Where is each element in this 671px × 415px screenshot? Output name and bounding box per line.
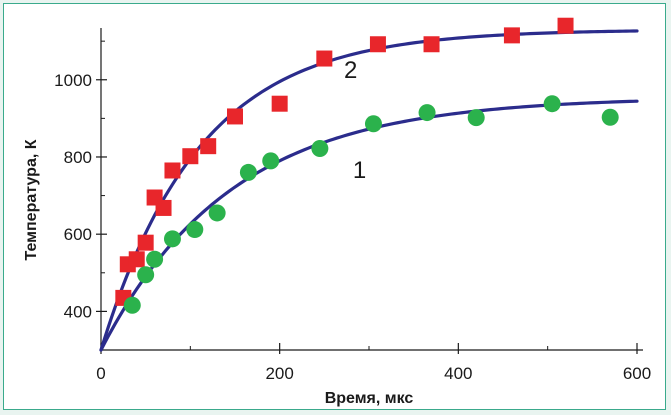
data-point-circle	[186, 221, 204, 239]
data-point-circle	[262, 152, 280, 170]
fit-curves	[99, 29, 639, 352]
data-point-circle	[467, 109, 485, 127]
data-point-square	[503, 27, 520, 44]
y-axis-title: Температура, К	[23, 139, 40, 260]
data-point-circle	[146, 250, 164, 268]
curve-label-1: 1	[353, 157, 366, 184]
y-tick-label: 800	[64, 148, 92, 167]
data-point-square	[137, 234, 154, 251]
data-point-square	[155, 199, 172, 216]
data-point-circle	[311, 139, 329, 157]
data-point-circle	[239, 163, 257, 181]
axes: 0 200 400 600 400 600 800 1000	[54, 28, 651, 383]
x-tick-label: 0	[96, 364, 105, 383]
data-point-circle	[418, 104, 436, 122]
y-tick-label: 400	[64, 302, 92, 321]
data-point-circle	[123, 296, 141, 314]
data-point-square	[164, 162, 181, 179]
data-point-circle	[543, 95, 561, 113]
data-point-square	[423, 36, 440, 53]
data-point-circle	[364, 115, 382, 133]
data-point-square	[316, 50, 333, 67]
y-tick-label: 1000	[54, 71, 92, 90]
temperature-time-chart: 0 200 400 600 400 600 800 1000 Время, мкс Темпе…	[23, 17, 651, 407]
data-point-circle	[601, 108, 619, 126]
data-point-circle	[163, 230, 181, 248]
fit-curve-1	[99, 99, 639, 352]
data-point-square	[182, 148, 199, 165]
x-tick-label: 600	[623, 364, 651, 383]
labels: Время, мкс Температура, К 2 1	[23, 57, 413, 407]
data-points	[115, 17, 619, 314]
data-point-circle	[137, 266, 155, 284]
data-point-square	[557, 17, 574, 34]
data-point-circle	[208, 204, 226, 222]
data-point-square	[271, 95, 288, 112]
chart-frame: 0 200 400 600 400 600 800 1000 Время, мкс Темпе…	[3, 3, 666, 410]
y-tick-label: 600	[64, 225, 92, 244]
x-axis-title: Время, мкс	[325, 390, 414, 407]
ticks: 0 200 400 600 400 600 800 1000	[54, 40, 651, 383]
data-point-square	[369, 36, 386, 53]
data-point-square	[128, 251, 145, 268]
x-tick-label: 400	[444, 364, 472, 383]
data-point-square	[227, 108, 243, 125]
curve-label-2: 2	[344, 57, 357, 84]
x-tick-label: 200	[265, 364, 293, 383]
fit-curve-2	[99, 29, 639, 352]
data-point-square	[200, 138, 217, 155]
